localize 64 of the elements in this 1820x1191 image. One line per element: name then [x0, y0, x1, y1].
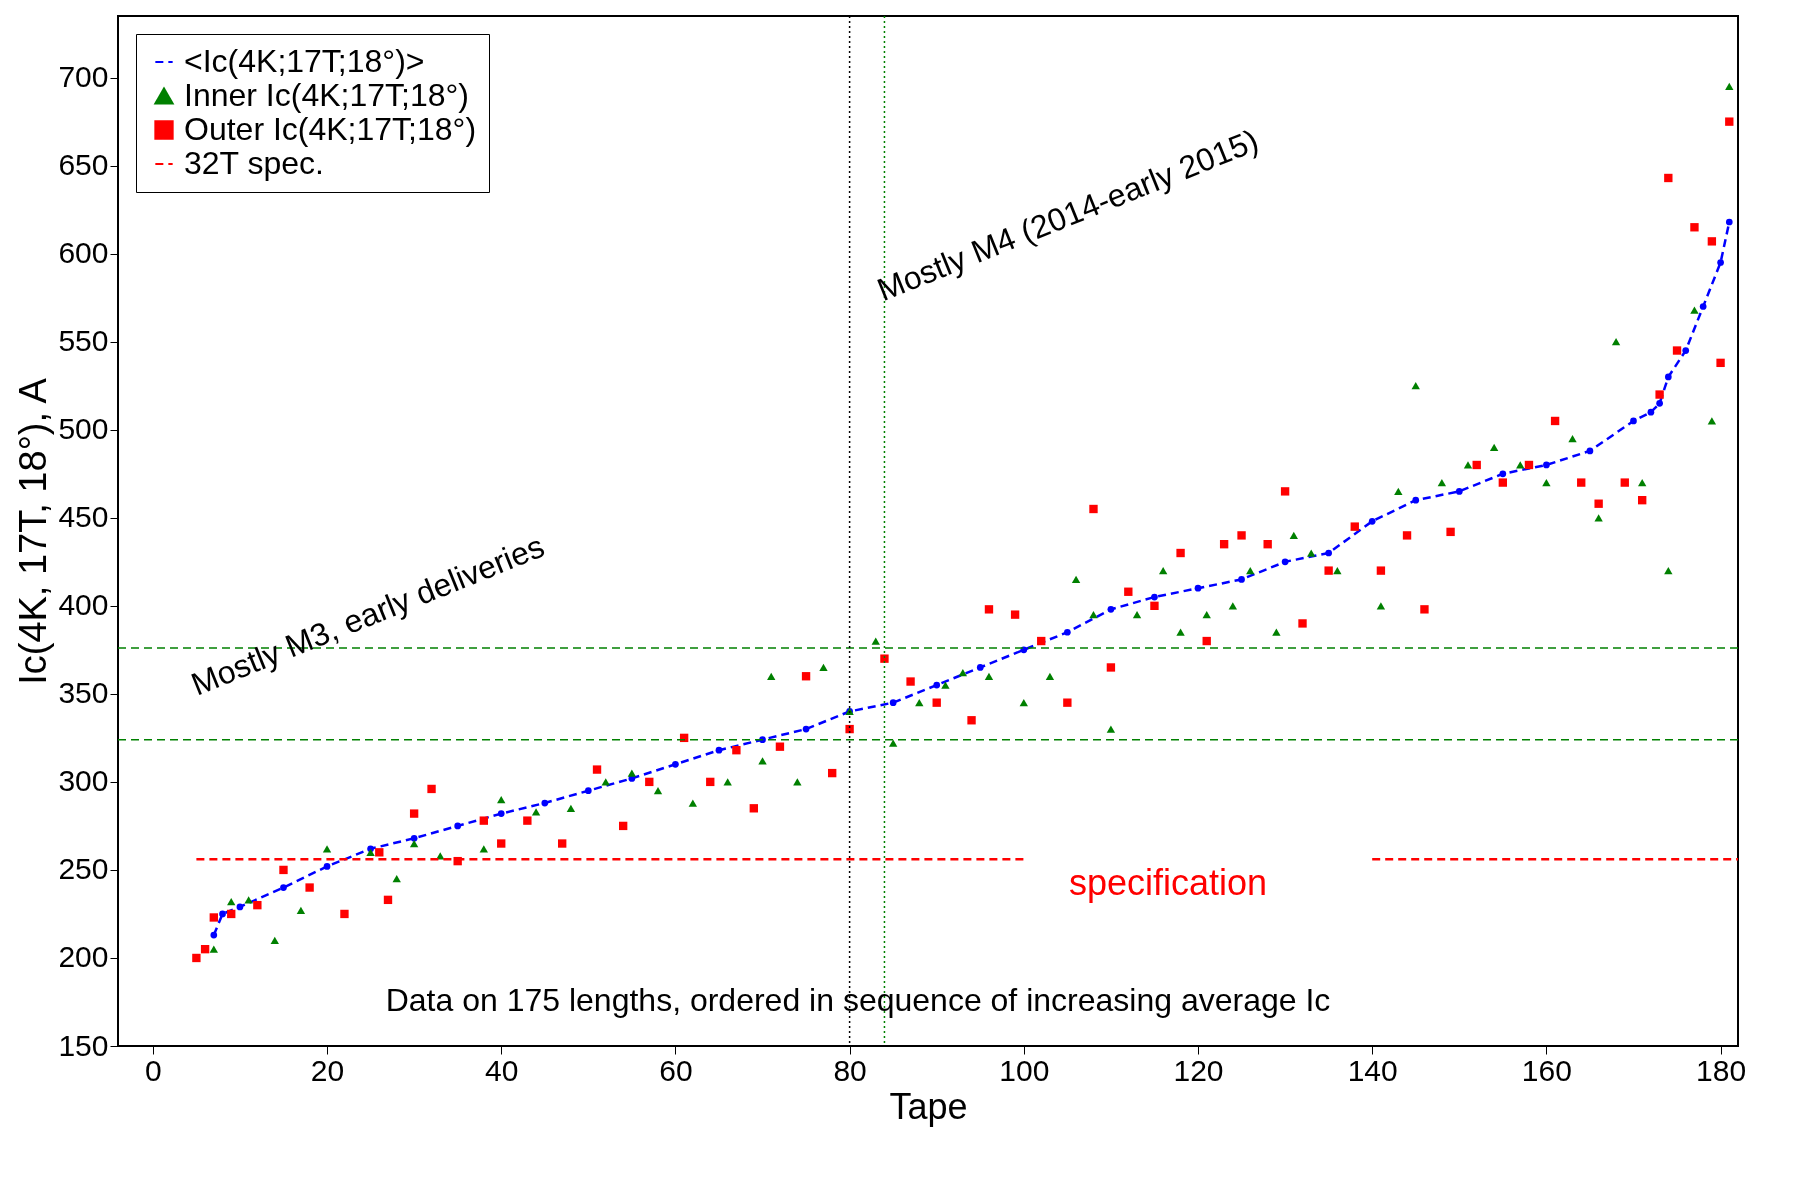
x-tick-label: 160: [1521, 1053, 1572, 1087]
point: [1238, 576, 1245, 583]
point: [541, 799, 549, 807]
point: [1151, 593, 1158, 601]
y-tick-label: 650: [58, 148, 109, 182]
x-tick-label: 120: [1173, 1053, 1224, 1087]
point: [1664, 373, 1672, 381]
y-axis-title: Ic(4K, 17T, 18°), A: [12, 377, 55, 685]
x-tick-label: 20: [310, 1053, 345, 1087]
point: [1586, 447, 1594, 455]
x-tick-label: 80: [833, 1053, 867, 1087]
point: [454, 822, 462, 830]
point: [1543, 461, 1550, 469]
y-tick-label: 350: [58, 676, 109, 710]
annotation: Data on 175 lengths, ordered in sequence of increasing average Ic: [385, 982, 1331, 1018]
point: [323, 863, 331, 870]
y-tick-label: 700: [58, 60, 109, 94]
point: [1682, 347, 1690, 354]
x-axis-title: Tape: [889, 1085, 968, 1127]
point: [1281, 558, 1289, 566]
y-tick-label: 450: [58, 500, 109, 534]
x-tick-label: 60: [659, 1053, 693, 1087]
point: [976, 664, 984, 671]
point: [1717, 259, 1724, 266]
point: [1455, 488, 1463, 495]
point: [1325, 549, 1332, 557]
y-tick-label: 250: [58, 852, 109, 886]
y-tick-label: 150: [58, 1028, 109, 1062]
point: [1064, 628, 1071, 636]
point: [1630, 417, 1637, 425]
point: [236, 903, 244, 911]
y-tick-label: 300: [58, 764, 109, 798]
point: [715, 746, 723, 754]
x-tick-label: 40: [485, 1053, 519, 1087]
point: [889, 699, 897, 707]
point: [933, 681, 941, 689]
x-tick-label: 180: [1696, 1053, 1747, 1087]
point: [219, 910, 226, 918]
x-tick-label: 100: [999, 1053, 1050, 1087]
point: [210, 931, 218, 939]
point: [1368, 517, 1376, 525]
point: [1412, 496, 1420, 504]
x-tick-label: 0: [144, 1053, 162, 1087]
point: [1725, 218, 1733, 226]
point: [802, 725, 810, 733]
point: [1699, 303, 1707, 310]
legend-label: <Ic(4K;17T;18°)>: [184, 43, 425, 79]
y-tick-label: 600: [58, 236, 109, 270]
point: [1107, 606, 1115, 613]
point: [1647, 408, 1655, 416]
y-tick-label: 200: [58, 940, 109, 974]
point: [1194, 584, 1202, 592]
y-tick-label: 500: [58, 412, 109, 446]
point: [584, 787, 592, 795]
point: [1499, 470, 1507, 478]
point: [497, 810, 505, 817]
y-tick-label: 400: [58, 588, 109, 622]
point: [1656, 400, 1663, 407]
y-tick-label: 550: [58, 324, 109, 358]
point: [672, 760, 679, 768]
annotation: specification: [1068, 862, 1268, 903]
point: [410, 834, 418, 842]
x-tick-label: 140: [1347, 1053, 1398, 1087]
point: [280, 884, 287, 891]
